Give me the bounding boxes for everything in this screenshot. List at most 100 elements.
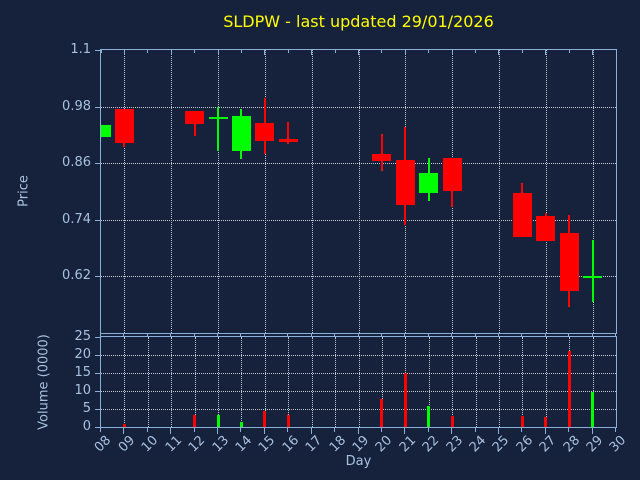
volume-bottom-tick (474, 428, 476, 432)
x-tick-label: 18 (326, 433, 349, 456)
price-chart (100, 49, 617, 334)
price-bottom-tick (263, 334, 265, 336)
volume-chart (100, 336, 617, 428)
volume-y-tick-label: 10 (74, 383, 91, 398)
volume-bottom-tick (310, 428, 312, 434)
volume-gridline-v (452, 337, 454, 427)
volume-gridline-v (288, 337, 290, 427)
volume-gridline-v (498, 337, 500, 427)
volume-bar-day-9 (122, 424, 126, 427)
price-y-tick (95, 219, 100, 221)
price-y-tick-label: 0.74 (62, 211, 91, 227)
volume-bottom-tick (240, 428, 242, 432)
candle-body-day-16 (278, 138, 298, 142)
candle-wick-day-29 (591, 239, 594, 303)
x-tick-label: 22 (420, 433, 443, 456)
volume-gridline-v (147, 337, 149, 427)
volume-bottom-tick (287, 428, 289, 432)
candle-body-day-21 (395, 159, 415, 205)
price-y-tick (95, 50, 100, 51)
volume-gridline-v (124, 337, 126, 427)
price-bottom-tick (310, 334, 312, 336)
volume-gridline-v (218, 337, 220, 427)
price-gridline-v (124, 50, 126, 333)
volume-bottom-tick (568, 428, 570, 432)
price-top-tick (592, 50, 594, 55)
volume-bottom-tick (193, 428, 195, 432)
x-tick-label: 28 (560, 433, 583, 456)
candle-body-day-27 (536, 216, 556, 241)
price-top-tick (498, 50, 500, 55)
candle-body-day-28 (559, 232, 579, 292)
volume-bottom-tick (263, 428, 265, 434)
volume-bar-day-26 (520, 415, 524, 427)
volume-bottom-tick (380, 428, 382, 432)
candle-body-day-8 (101, 125, 111, 138)
candle-body-day-20 (372, 153, 392, 162)
x-tick-label: 15 (256, 433, 279, 456)
volume-gridline-v (194, 337, 196, 427)
volume-gridline-v (264, 337, 266, 427)
volume-gridline-v (475, 337, 477, 427)
price-bottom-tick (217, 334, 219, 336)
price-y-tick-label: 0.98 (62, 98, 91, 114)
price-y-tick-label: 0.62 (62, 268, 91, 284)
volume-y-tick (95, 337, 100, 338)
price-top-tick (311, 50, 313, 55)
volume-bottom-tick (544, 428, 546, 434)
price-gridline-v (218, 50, 220, 333)
volume-bottom-tick (100, 428, 101, 432)
x-tick-label: 08 (92, 433, 115, 456)
x-tick-label: 19 (349, 433, 373, 456)
candle-body-day-13 (208, 116, 228, 120)
volume-bottom-tick (427, 428, 429, 432)
price-gridline-v (311, 50, 313, 333)
volume-gridline-v (545, 337, 547, 427)
x-tick-label: 24 (466, 433, 490, 456)
price-gridline-v (545, 50, 547, 333)
candle-body-day-14 (231, 116, 251, 152)
price-bottom-tick (334, 334, 336, 336)
price-top-tick (615, 50, 616, 53)
volume-bar-day-21 (403, 373, 407, 427)
price-top-tick (451, 50, 453, 55)
price-bottom-tick (544, 334, 546, 336)
price-bottom-tick (380, 334, 382, 336)
volume-gridline-v (428, 337, 430, 427)
x-tick-label: 14 (232, 433, 256, 456)
x-tick-label: 09 (115, 433, 139, 456)
price-gridline-v (498, 50, 500, 333)
volume-gridline-v (592, 337, 594, 427)
price-bottom-tick (497, 334, 499, 336)
volume-gridline-v (241, 337, 243, 427)
price-y-tick (95, 276, 100, 278)
price-bottom-tick (287, 334, 289, 336)
price-gridline-v (171, 50, 173, 333)
volume-bar-day-16 (286, 414, 290, 427)
price-bottom-tick (521, 334, 523, 336)
candle-body-day-12 (185, 111, 205, 125)
price-top-tick (568, 50, 570, 53)
candle-body-day-26 (512, 192, 532, 238)
volume-y-tick-label: 25 (74, 329, 91, 344)
price-y-tick (95, 106, 100, 108)
price-top-tick (381, 50, 383, 53)
x-tick-label: 29 (583, 433, 607, 456)
price-top-tick (240, 50, 242, 53)
volume-bar-day-23 (450, 416, 454, 427)
volume-bottom-tick (357, 428, 359, 434)
price-bottom-tick (357, 334, 359, 336)
price-top-tick (194, 50, 196, 53)
volume-bar-day-20 (380, 398, 384, 427)
volume-bottom-tick (146, 428, 148, 432)
volume-bottom-tick (615, 428, 616, 432)
price-top-tick (287, 50, 289, 53)
price-gridline-v (358, 50, 360, 333)
volume-bottom-tick (404, 428, 406, 434)
volume-bottom-tick (170, 428, 172, 434)
price-top-tick (545, 50, 547, 55)
price-top-tick (334, 50, 336, 53)
price-bottom-tick (451, 334, 453, 336)
price-top-tick (217, 50, 219, 55)
